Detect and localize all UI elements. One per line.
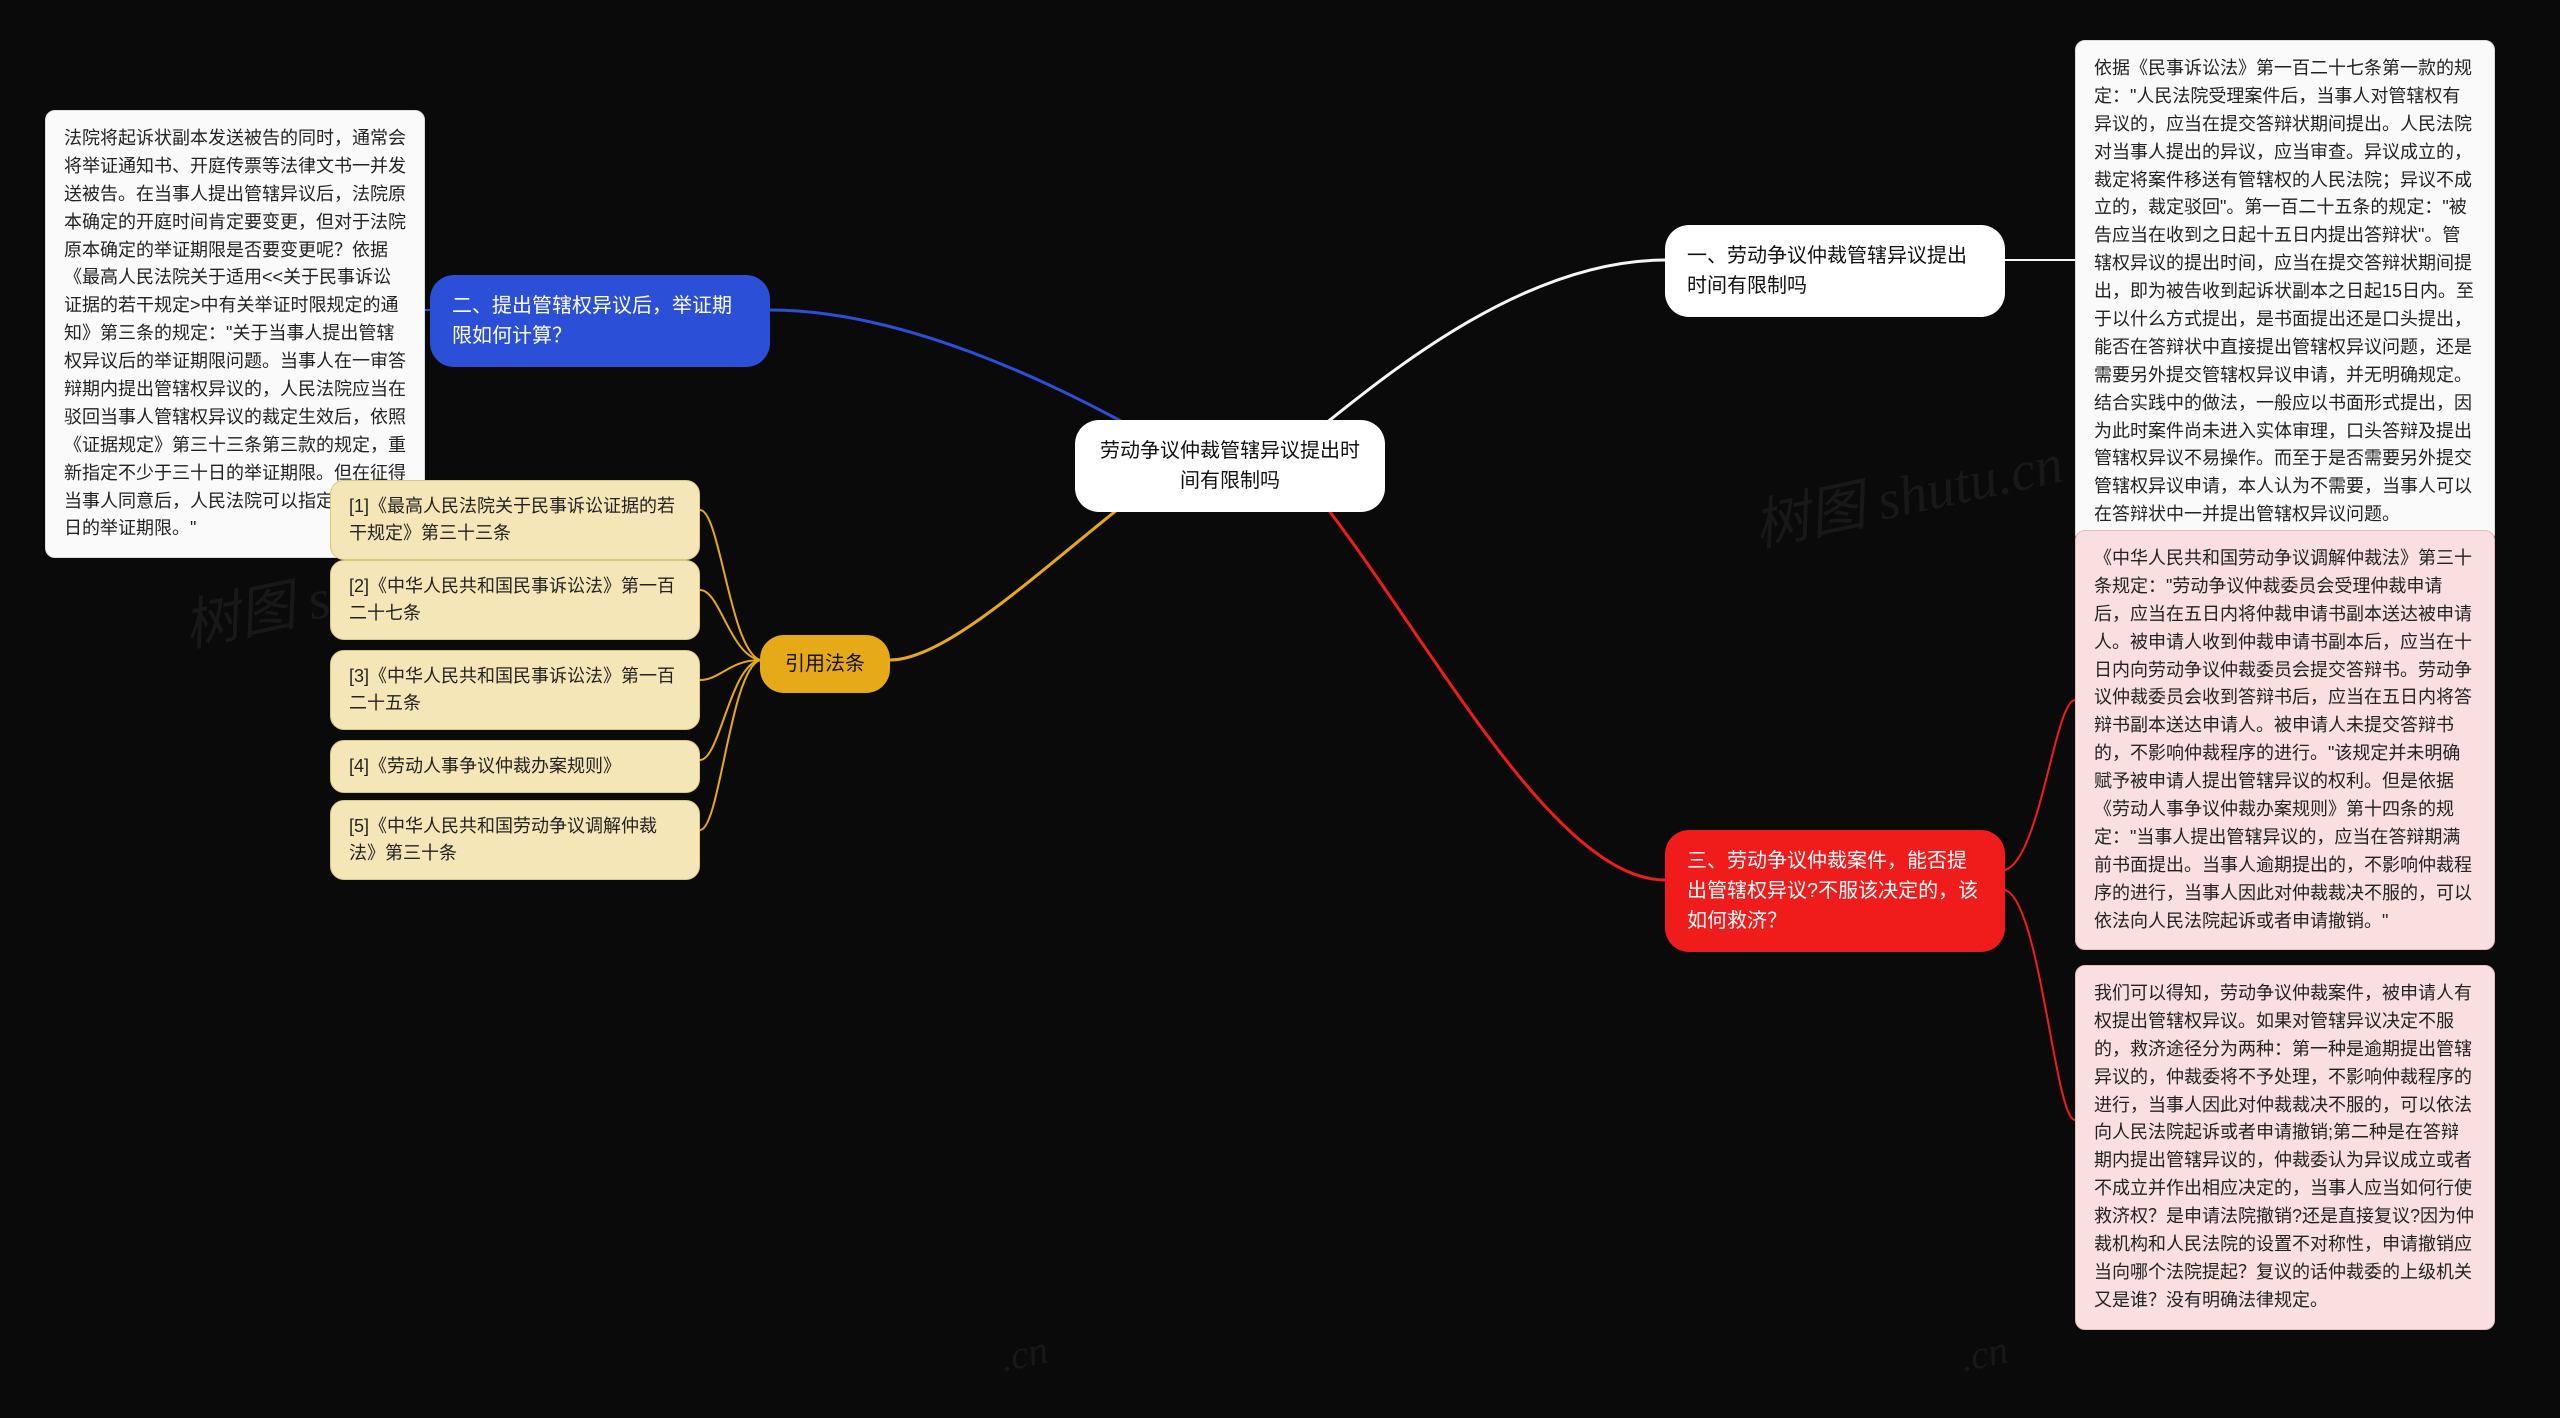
citation-item: [3]《中华人民共和国民事诉讼法》第一百二十五条 xyxy=(330,650,700,730)
citation-item: [5]《中华人民共和国劳动争议调解仲裁法》第三十条 xyxy=(330,800,700,880)
branch-1-leaf: 依据《民事诉讼法》第一百二十七条第一款的规定："人民法院受理案件后，当事人对管辖… xyxy=(2075,40,2495,544)
branch-3[interactable]: 三、劳动争议仲裁案件，能否提出管辖权异议?不服该决定的，该如何救济？ xyxy=(1665,830,2005,952)
branch-2[interactable]: 二、提出管辖权异议后，举证期限如何计算？ xyxy=(430,275,770,367)
watermark: 树图 shutu.cn xyxy=(1745,418,2069,563)
citation-item: [2]《中华人民共和国民事诉讼法》第一百二十七条 xyxy=(330,560,700,640)
watermark: .cn xyxy=(996,1326,1052,1382)
citation-item: [1]《最高人民法院关于民事诉讼证据的若干规定》第三十三条 xyxy=(330,480,700,560)
branch-1[interactable]: 一、劳动争议仲裁管辖异议提出时间有限制吗 xyxy=(1665,225,2005,317)
branch-3-leaf-a: 《中华人民共和国劳动争议调解仲裁法》第三十条规定："劳动争议仲裁委员会受理仲裁申… xyxy=(2075,530,2495,950)
branch-4[interactable]: 引用法条 xyxy=(760,635,890,693)
watermark: .cn xyxy=(1956,1326,2012,1382)
branch-3-leaf-b: 我们可以得知，劳动争议仲裁案件，被申请人有权提出管辖权异议。如果对管辖异议决定不… xyxy=(2075,965,2495,1330)
center-topic[interactable]: 劳动争议仲裁管辖异议提出时间有限制吗 xyxy=(1075,420,1385,512)
citation-item: [4]《劳动人事争议仲裁办案规则》 xyxy=(330,740,700,793)
